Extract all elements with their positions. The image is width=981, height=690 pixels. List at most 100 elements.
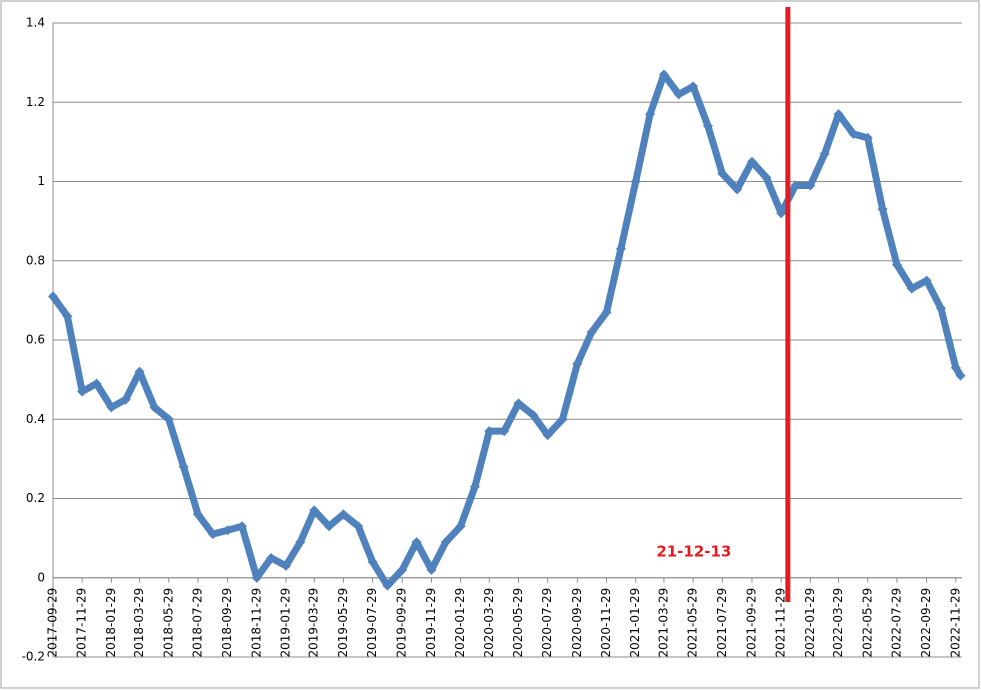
data-point (630, 176, 641, 187)
x-tick-label: 2022-09-29 (919, 588, 933, 658)
data-point (382, 580, 393, 591)
x-tick-label: 2018-07-29 (190, 588, 204, 658)
x-tick-label: 2021-07-29 (715, 588, 729, 658)
data-point (658, 69, 669, 80)
x-tick-label: 2019-01-29 (278, 588, 292, 658)
x-tick-label: 2018-11-29 (249, 588, 263, 658)
data-point (805, 180, 816, 191)
data-point (513, 398, 524, 409)
data-point (542, 430, 553, 441)
data-point (397, 564, 408, 575)
data-point (353, 521, 364, 532)
data-point (776, 208, 787, 219)
y-tick-label: 1.2 (26, 95, 45, 109)
data-point (746, 156, 757, 167)
data-point (62, 311, 73, 322)
data-point (324, 521, 335, 532)
x-tick-label: 2017-09-29 (46, 588, 60, 658)
x-tick-label: 2020-07-29 (540, 588, 554, 658)
data-point (572, 358, 583, 369)
data-point (236, 521, 247, 532)
data-point (586, 327, 597, 338)
series-line (50, 71, 964, 590)
x-tick-label: 2020-11-29 (599, 588, 613, 658)
data-point (833, 109, 844, 120)
data-point (955, 370, 966, 381)
x-tick-label: 2018-09-29 (220, 588, 234, 658)
y-tick-label: 0.2 (26, 491, 45, 505)
x-tick-label: 2018-05-29 (161, 588, 175, 658)
data-point (469, 481, 480, 492)
data-point (702, 121, 713, 132)
data-point (134, 366, 145, 377)
x-tick-label: 2022-05-29 (860, 588, 874, 658)
data-point (149, 402, 160, 413)
data-point (251, 572, 262, 583)
x-tick-label: 2017-11-29 (75, 588, 89, 658)
x-tick-label: 2020-05-29 (511, 588, 525, 658)
data-point (426, 564, 437, 575)
data-point (950, 362, 961, 373)
x-tick-label: 2020-03-29 (482, 588, 496, 658)
data-point (615, 243, 626, 254)
data-point (601, 307, 612, 318)
data-point (935, 303, 946, 314)
data-point (673, 89, 684, 100)
y-tick-label: -0.2 (22, 650, 45, 664)
x-tick-label: 2018-03-29 (132, 588, 146, 658)
x-tick-label: 2018-01-29 (104, 588, 118, 658)
data-point (163, 414, 174, 425)
x-tick-label: 2022-11-29 (948, 588, 962, 658)
data-point (862, 132, 873, 143)
x-tick-label: 2022-07-29 (889, 588, 903, 658)
data-point (455, 521, 466, 532)
x-tick-label: 2019-03-29 (307, 588, 321, 658)
data-point (367, 556, 378, 567)
y-tick-label: 0.4 (26, 412, 45, 426)
data-point (848, 128, 859, 139)
data-point (891, 259, 902, 270)
x-tick-label: 2021-09-29 (744, 588, 758, 658)
data-point (91, 378, 102, 389)
data-point (222, 525, 233, 536)
x-tick-label: 2022-03-29 (831, 588, 845, 658)
x-tick-label: 2021-03-29 (656, 588, 670, 658)
data-point (906, 283, 917, 294)
data-point (717, 168, 728, 179)
x-tick-label: 2020-09-29 (570, 588, 584, 658)
data-point (790, 180, 801, 191)
x-tick-label: 2022-01-29 (803, 588, 817, 658)
data-point (921, 275, 932, 286)
data-point (207, 529, 218, 540)
data-point (266, 552, 277, 563)
data-point (192, 509, 203, 520)
data-point (819, 148, 830, 159)
y-tick-label: 0 (37, 570, 45, 584)
data-point (280, 560, 291, 571)
data-point (688, 81, 699, 92)
data-point (732, 184, 743, 195)
x-tick-label: 2019-11-29 (424, 588, 438, 658)
data-point (499, 426, 510, 437)
y-tick-label: 0.8 (26, 253, 45, 267)
x-tick-label: 2021-11-29 (774, 588, 788, 658)
data-point (120, 394, 131, 405)
data-point (557, 414, 568, 425)
data-point (48, 291, 58, 302)
data-point (338, 509, 349, 520)
data-point (106, 402, 117, 413)
data-point (77, 386, 88, 397)
y-tick-label: 0.6 (26, 333, 45, 347)
data-point (178, 461, 189, 472)
y-tick-label: 1.4 (26, 16, 45, 30)
data-point (411, 537, 422, 548)
data-point (761, 172, 772, 183)
data-point (295, 537, 306, 548)
x-tick-label: 2021-05-29 (686, 588, 700, 658)
x-tick-label: 2019-09-29 (395, 588, 409, 658)
data-point (309, 505, 320, 516)
annotation-label: 21-12-13 (656, 543, 731, 561)
x-tick-label: 2021-01-29 (628, 588, 642, 658)
